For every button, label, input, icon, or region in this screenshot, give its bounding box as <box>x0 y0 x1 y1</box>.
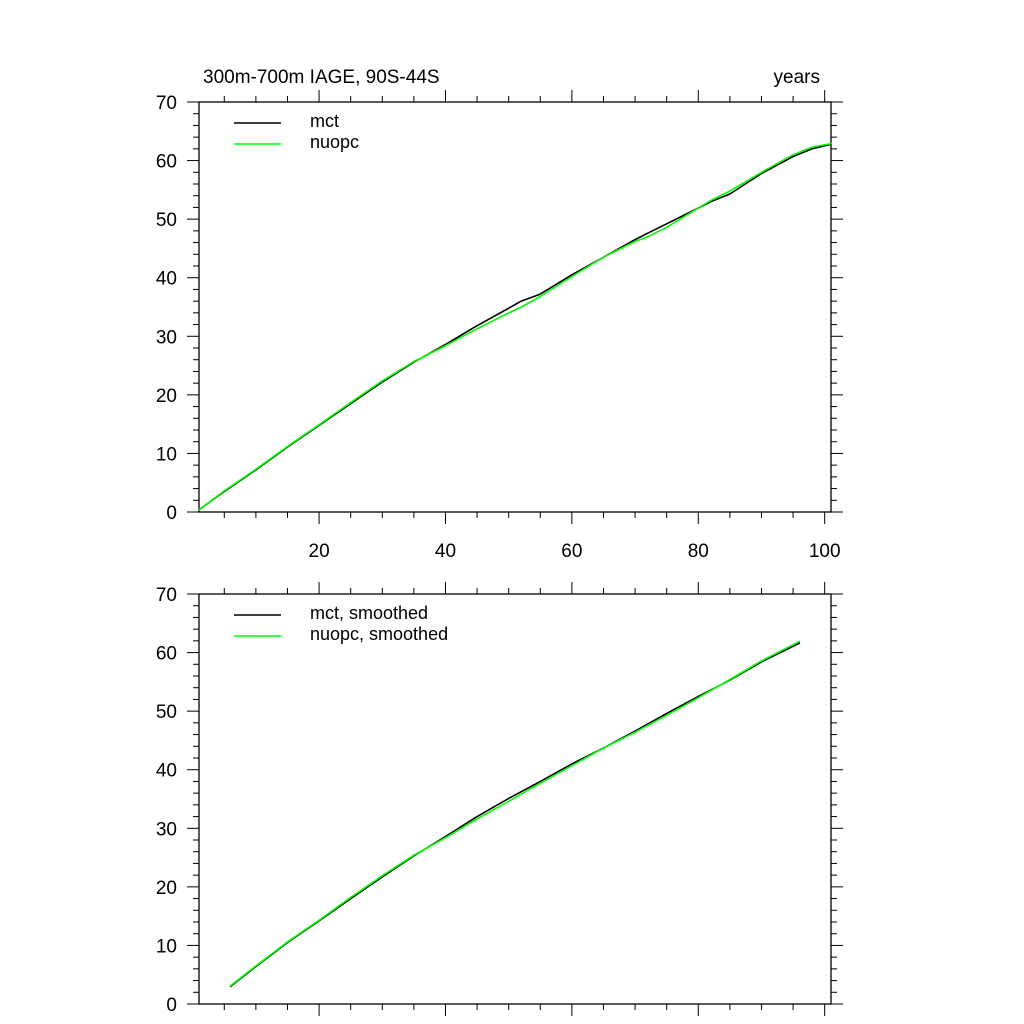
y-tick-label: 30 <box>156 819 177 840</box>
x-tick-label: 60 <box>561 541 582 562</box>
x-tick-label: 80 <box>688 541 709 562</box>
y-tick-label: 10 <box>156 444 177 465</box>
x-tick-label: 20 <box>309 541 330 562</box>
chart-units-label: years <box>774 67 820 88</box>
x-tick-label: 40 <box>435 541 456 562</box>
legend-label: mct, smoothed <box>310 603 428 623</box>
y-tick-label: 0 <box>166 995 177 1016</box>
y-tick-label: 40 <box>156 269 177 290</box>
plot-frame <box>198 593 832 1005</box>
top-chart-panel: 300m-700m IAGE, 90S-44S years 0 10 20 30 40 5… <box>156 67 843 562</box>
y-tick-label: 40 <box>156 761 177 782</box>
legend-label: nuopc <box>310 132 359 152</box>
y-tick-label: 60 <box>156 152 177 173</box>
y-tick-label: 70 <box>156 93 177 114</box>
y-tick-label: 60 <box>156 644 177 665</box>
x-tick-label: 100 <box>809 541 841 562</box>
y-tick-label: 30 <box>156 327 177 348</box>
y-tick-label: 0 <box>166 503 177 524</box>
series-line-nuopc <box>198 142 832 511</box>
y-tick-label: 10 <box>156 936 177 957</box>
y-tick-label: 50 <box>156 702 177 723</box>
y-tick-label: 20 <box>156 878 177 899</box>
y-tick-label: 70 <box>156 585 177 606</box>
plot-frame <box>198 101 832 513</box>
series-line-nuopc-smoothed <box>229 640 801 987</box>
chart-title: 300m-700m IAGE, 90S-44S <box>203 67 440 88</box>
y-tick-label: 50 <box>156 210 177 231</box>
y-tick-label: 20 <box>156 386 177 407</box>
legend-label: nuopc, smoothed <box>310 624 448 644</box>
legend-label: mct <box>310 111 339 131</box>
